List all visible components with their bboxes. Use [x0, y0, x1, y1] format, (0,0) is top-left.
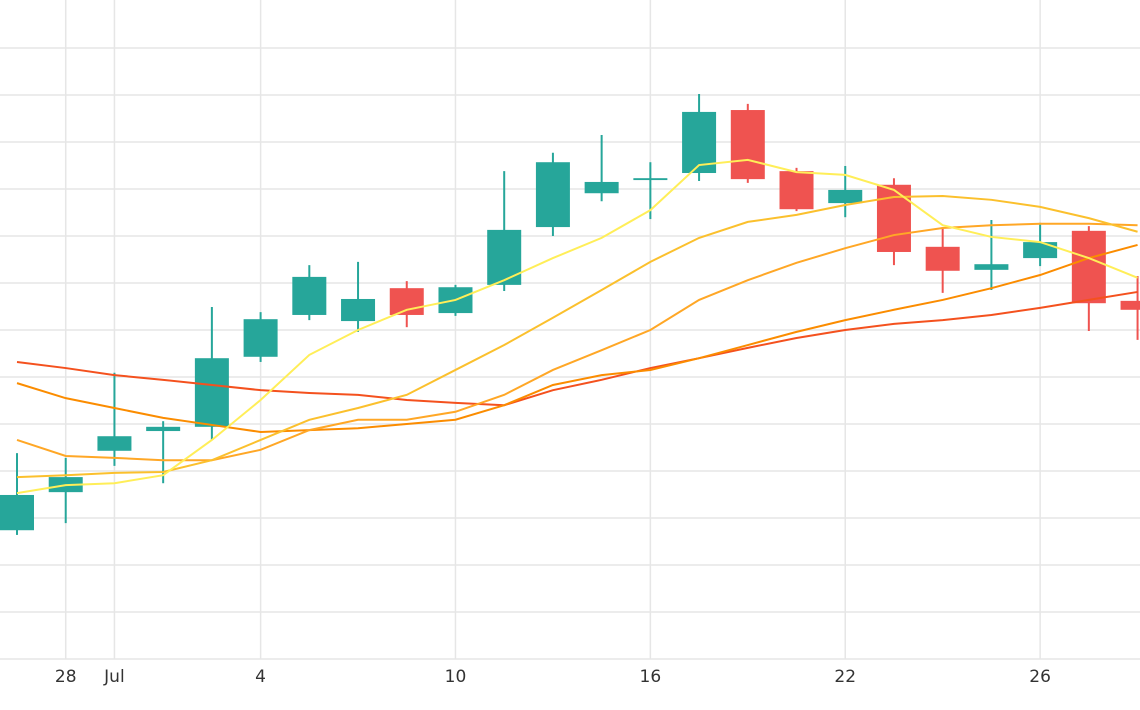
candle-body: [974, 264, 1009, 270]
moving-average-line: [16, 158, 1138, 495]
candle-body: [487, 229, 522, 285]
candle-body: [389, 288, 424, 315]
x-tick-label: Jul: [103, 667, 125, 687]
candle-body: [1120, 300, 1140, 310]
x-tick-label: 10: [445, 667, 467, 687]
candle-body: [1071, 230, 1106, 304]
candle-body: [584, 181, 619, 194]
candle-body: [876, 184, 911, 252]
candle-body: [292, 276, 327, 315]
candle-body: [243, 319, 278, 357]
candle-body: [925, 246, 960, 271]
candle-body: [779, 171, 814, 210]
moving-average-line: [16, 195, 1138, 479]
candle-body: [633, 178, 668, 181]
candle-body: [341, 298, 376, 322]
x-tick-label: 22: [834, 667, 856, 687]
candle-body: [146, 426, 181, 432]
candle-body: [194, 358, 229, 427]
x-tick-label: 28: [55, 667, 77, 687]
candle-body: [1023, 242, 1058, 259]
candle-body: [730, 110, 765, 180]
x-tick-label: 4: [255, 667, 266, 687]
moving-average-line: [16, 243, 1138, 433]
candle-body: [97, 436, 132, 451]
x-tick-label: 16: [640, 667, 662, 687]
moving-average-line: [16, 290, 1138, 407]
candle-body: [0, 494, 34, 531]
candle-body: [535, 162, 570, 228]
x-tick-label: 26: [1029, 667, 1051, 687]
candle-body: [828, 189, 863, 204]
